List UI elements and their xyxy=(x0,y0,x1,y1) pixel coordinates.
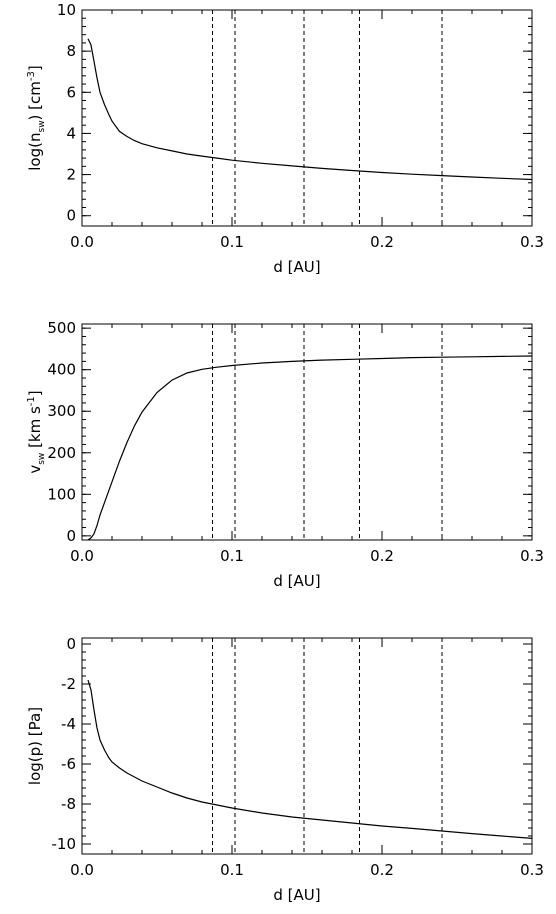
x-tick-label: 0.0 xyxy=(70,547,94,565)
y-tick-label: -2 xyxy=(61,675,76,693)
y-tick-label: 100 xyxy=(47,485,76,503)
y-axis-title: log(nsw) [cm-3] xyxy=(26,65,47,170)
y-tick-label: 400 xyxy=(47,361,76,379)
y-tick-label: -4 xyxy=(61,715,76,733)
y-tick-label: 8 xyxy=(66,42,76,60)
x-tick-label: 0.2 xyxy=(370,547,394,565)
y-tick-label: -8 xyxy=(61,795,76,813)
y-tick-label: 0 xyxy=(66,527,76,545)
x-tick-label: 0.0 xyxy=(70,233,94,251)
y-tick-label: 0 xyxy=(66,207,76,225)
y-tick-label: 200 xyxy=(47,444,76,462)
x-tick-label: 0.2 xyxy=(370,861,394,879)
y-tick-label: 10 xyxy=(57,1,76,19)
panel-3: 0.0 0.1 0.2 0.3 0 -2 -4 -6 -8 -10 d [AU] log(p) [Pa… xyxy=(26,635,544,904)
x-tick-label: 0.2 xyxy=(370,233,394,251)
data-curve xyxy=(87,355,533,541)
y-tick-label: 500 xyxy=(47,319,76,337)
y-tick-label: -10 xyxy=(52,835,77,853)
y-axis-title: log(p) [Pa] xyxy=(26,707,44,785)
y-tick-label: 2 xyxy=(66,166,76,184)
y-tick-label: 6 xyxy=(66,83,76,101)
x-tick-label: 0.0 xyxy=(70,861,94,879)
data-curve xyxy=(87,38,533,181)
x-tick-label: 0.3 xyxy=(520,861,544,879)
y-tick-label: 4 xyxy=(66,124,76,142)
x-tick-label: 0.1 xyxy=(220,547,244,565)
panel-2: 0.0 0.1 0.2 0.3 0 100 200 300 400 500 d [AU] vsw [k… xyxy=(26,319,544,590)
plot-frame xyxy=(81,9,533,227)
x-tick-label: 0.1 xyxy=(220,861,244,879)
y-tick-label: 0 xyxy=(66,635,76,653)
x-tick-label: 0.3 xyxy=(520,233,544,251)
y-axis-title: vsw [km s-1] xyxy=(26,390,47,473)
y-tick-label: -6 xyxy=(61,755,76,773)
y-tick-label: 300 xyxy=(47,402,76,420)
panel-1: 0.0 0.1 0.2 0.3 0 2 4 6 8 10 d [AU] log(nsw) [cm-3] xyxy=(26,1,544,276)
data-curve xyxy=(87,679,533,839)
plot-frame xyxy=(81,637,533,855)
x-axis-title: d [AU] xyxy=(273,886,320,904)
x-axis-title: d [AU] xyxy=(273,572,320,590)
plot-frame xyxy=(81,323,533,541)
x-tick-label: 0.3 xyxy=(520,547,544,565)
x-tick-label: 0.1 xyxy=(220,233,244,251)
x-axis-title: d [AU] xyxy=(273,258,320,276)
